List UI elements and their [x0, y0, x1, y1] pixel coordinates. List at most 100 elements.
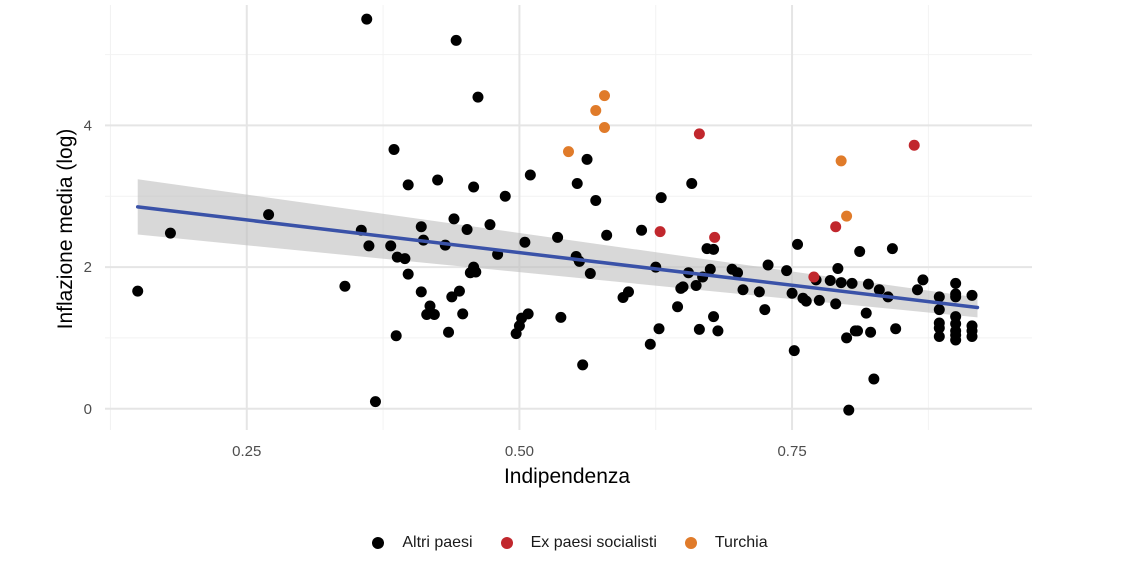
- point-altri: [835, 277, 847, 289]
- point-altri: [522, 308, 534, 320]
- point-turchia: [563, 146, 574, 158]
- point-altri: [339, 280, 351, 292]
- point-altri: [653, 323, 665, 335]
- x-axis-title: Indipendenza: [504, 465, 630, 488]
- point-altri: [753, 286, 765, 298]
- point-altri: [672, 301, 684, 313]
- point-altri: [854, 246, 866, 257]
- point-altri: [873, 284, 885, 296]
- point-altri: [552, 231, 564, 243]
- point-turchia: [841, 210, 853, 222]
- point-altri: [402, 179, 414, 191]
- point-turchia: [598, 90, 610, 102]
- confidence-band-layer: [137, 179, 978, 318]
- scatter-chart: 0.25 0.50 0.75 0 2 4 Indipendenza Inflazione…: [54, 5, 1032, 488]
- legend-label-altri-paesi: Altri paesi: [402, 534, 473, 551]
- x-tick-label: 0.25: [232, 443, 261, 460]
- point-altri: [704, 263, 716, 275]
- point-altri: [846, 277, 858, 289]
- fit-line-layer: [135, 205, 980, 310]
- point-altri: [950, 277, 962, 289]
- point-altri: [402, 268, 414, 280]
- legend-swatch-ex-paesi-socialisti: [500, 537, 513, 549]
- point-altri: [581, 153, 593, 165]
- confidence-band: [137, 179, 978, 318]
- y-tick-labels: 0 2 4: [84, 117, 92, 417]
- legend-item-altri-paesi: Altri paesi: [372, 534, 473, 552]
- point-altri: [363, 240, 375, 252]
- legend-swatch-altri-paesi: [372, 537, 385, 549]
- point-altri: [577, 359, 589, 371]
- point-altri: [457, 308, 469, 320]
- x-tick-label: 0.50: [505, 443, 534, 460]
- point-altri: [263, 209, 275, 221]
- point-altri: [164, 227, 176, 239]
- point-altri: [369, 396, 381, 408]
- point-altri: [584, 267, 596, 279]
- point-altri: [686, 178, 698, 189]
- point-altri: [644, 338, 656, 350]
- point-ex: [908, 139, 920, 151]
- point-altri: [390, 330, 402, 342]
- point-altri: [792, 238, 804, 250]
- y-tick-label: 4: [84, 117, 92, 134]
- point-altri: [832, 263, 844, 274]
- point-altri: [966, 289, 978, 301]
- point-altri: [841, 332, 853, 344]
- point-altri: [484, 219, 496, 231]
- point-altri: [622, 286, 634, 298]
- x-tick-label: 0.75: [777, 443, 806, 460]
- y-tick-label: 0: [84, 401, 92, 418]
- point-ex: [709, 231, 721, 243]
- point-altri: [448, 213, 460, 225]
- point-altri: [933, 304, 945, 316]
- point-ex: [808, 271, 820, 283]
- point-altri: [830, 298, 842, 310]
- point-altri: [446, 291, 458, 303]
- point-ex: [654, 226, 666, 238]
- point-altri: [385, 240, 397, 252]
- point-altri: [786, 287, 798, 299]
- point-altri: [453, 285, 465, 297]
- point-altri: [601, 229, 613, 241]
- legend: Altri paesi Ex paesi socialisti Turchia: [0, 527, 1140, 559]
- grid-lines: [105, 5, 1032, 430]
- point-altri: [712, 325, 724, 337]
- point-altri: [911, 284, 923, 296]
- y-tick-label: 2: [84, 259, 92, 276]
- point-altri: [461, 224, 473, 236]
- point-altri: [555, 311, 567, 323]
- point-ex: [830, 221, 842, 233]
- point-altri: [933, 317, 945, 329]
- point-altri: [655, 192, 667, 204]
- point-altri: [933, 331, 945, 342]
- point-altri: [762, 259, 774, 271]
- point-altri: [950, 311, 962, 323]
- point-altri: [432, 174, 444, 186]
- point-altri: [966, 320, 978, 332]
- point-altri: [399, 253, 411, 265]
- point-altri: [519, 236, 531, 248]
- point-altri: [590, 195, 602, 206]
- point-altri: [690, 280, 702, 291]
- point-altri: [950, 288, 962, 300]
- point-altri: [708, 311, 720, 323]
- point-altri: [677, 281, 689, 293]
- point-turchia: [590, 105, 602, 117]
- point-altri: [708, 243, 720, 255]
- point-altri: [415, 286, 427, 298]
- point-turchia: [835, 155, 847, 167]
- point-altri: [933, 291, 945, 303]
- point-altri: [890, 323, 902, 335]
- point-altri: [759, 304, 771, 316]
- point-altri: [388, 144, 400, 155]
- point-altri: [886, 243, 898, 255]
- point-altri: [862, 278, 874, 290]
- point-altri: [571, 178, 583, 189]
- point-altri: [852, 325, 864, 337]
- point-altri: [788, 345, 800, 357]
- point-altri: [472, 91, 484, 103]
- point-altri: [781, 265, 793, 277]
- point-turchia: [598, 122, 610, 134]
- point-altri: [470, 266, 482, 278]
